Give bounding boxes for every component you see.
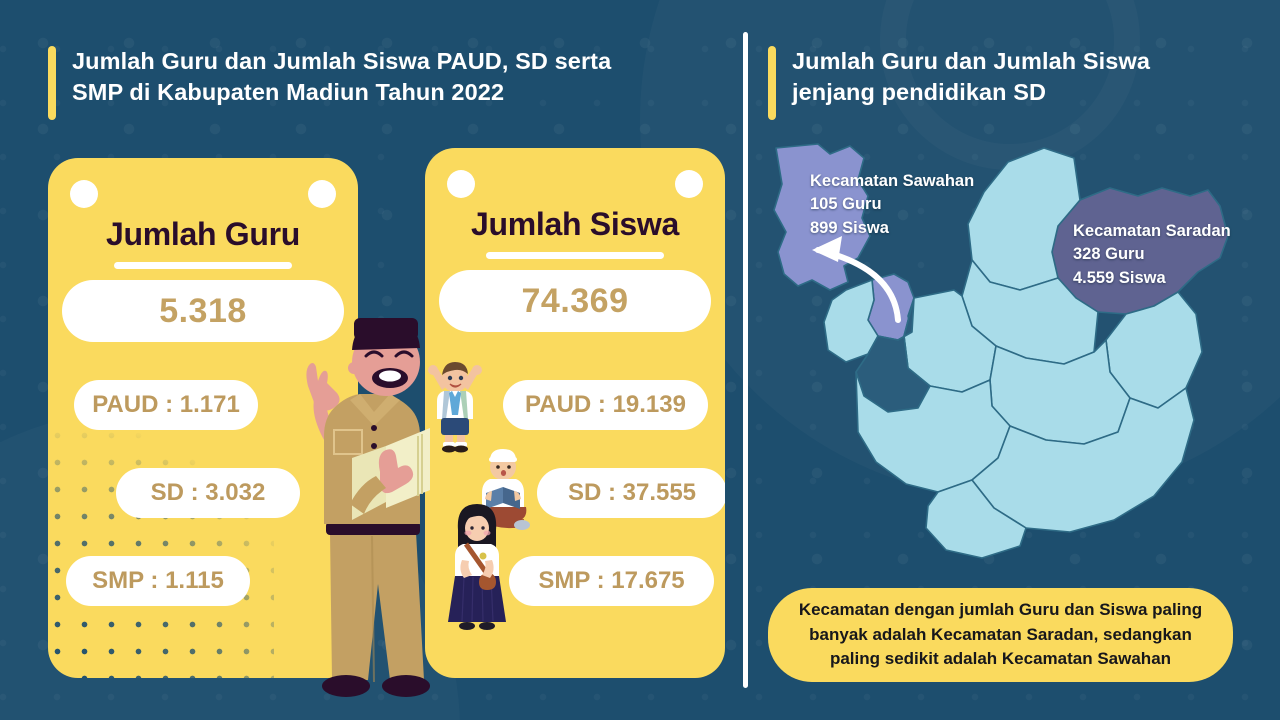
card-title: Jumlah Siswa	[470, 206, 680, 242]
kabupaten-madiun-map	[773, 143, 1229, 559]
card-title-underline	[114, 262, 292, 269]
breakdown-pill-smp: SMP : 1.115	[66, 556, 250, 606]
right-panel-title: Jumlah Guru dan Jumlah Siswa jenjang pen…	[768, 46, 1238, 120]
map-annotation-sawahan: Kecamatan Sawahan 105 Guru 899 Siswa	[810, 172, 975, 237]
breakdown-pill-paud: PAUD : 19.139	[503, 380, 708, 430]
panel-divider	[743, 32, 748, 688]
card-dot-decoration	[48, 422, 274, 678]
map-region-far-south	[925, 479, 1027, 559]
card-punch-hole-right	[675, 170, 703, 198]
card-punch-hole-right	[308, 180, 336, 208]
breakdown-pill-sd: SD : 37.555	[537, 468, 725, 518]
summary-caption-box: Kecamatan dengan jumlah Guru dan Siswa p…	[768, 588, 1233, 682]
card-total-value: 5.318	[62, 280, 344, 342]
right-panel-title-text: Jumlah Guru dan Jumlah Siswa jenjang pen…	[792, 48, 1150, 106]
card-title-underline	[486, 252, 664, 259]
card-punch-hole-left	[70, 180, 98, 208]
card-punch-hole-left	[447, 170, 475, 198]
stat-card-jumlah-guru: Jumlah Guru 5.318 PAUD : 1.171 SD : 3.03…	[48, 158, 358, 678]
title-accent-bar	[768, 46, 776, 120]
breakdown-pill-smp: SMP : 17.675	[509, 556, 714, 606]
callout-arrow-head-icon	[812, 236, 842, 262]
breakdown-pill-paud: PAUD : 1.171	[74, 380, 258, 430]
card-total-value: 74.369	[439, 270, 711, 332]
card-title: Jumlah Guru	[105, 216, 301, 252]
map-annotation-saradan: Kecamatan Saradan 328 Guru 4.559 Siswa	[1073, 222, 1231, 287]
student-paud-illustration	[428, 362, 482, 453]
teacher-illustration	[306, 318, 430, 697]
map-region-sawahan-callout	[773, 143, 871, 291]
map-region-southwest	[855, 371, 1011, 493]
student-smp-illustration	[448, 504, 506, 630]
title-accent-bar	[48, 46, 56, 120]
left-panel-title: Jumlah Guru dan Jumlah Siswa PAUD, SD se…	[48, 46, 708, 120]
summary-caption-text: Kecamatan dengan jumlah Guru dan Siswa p…	[798, 600, 1203, 669]
left-panel-title-text: Jumlah Guru dan Jumlah Siswa PAUD, SD se…	[72, 48, 612, 106]
